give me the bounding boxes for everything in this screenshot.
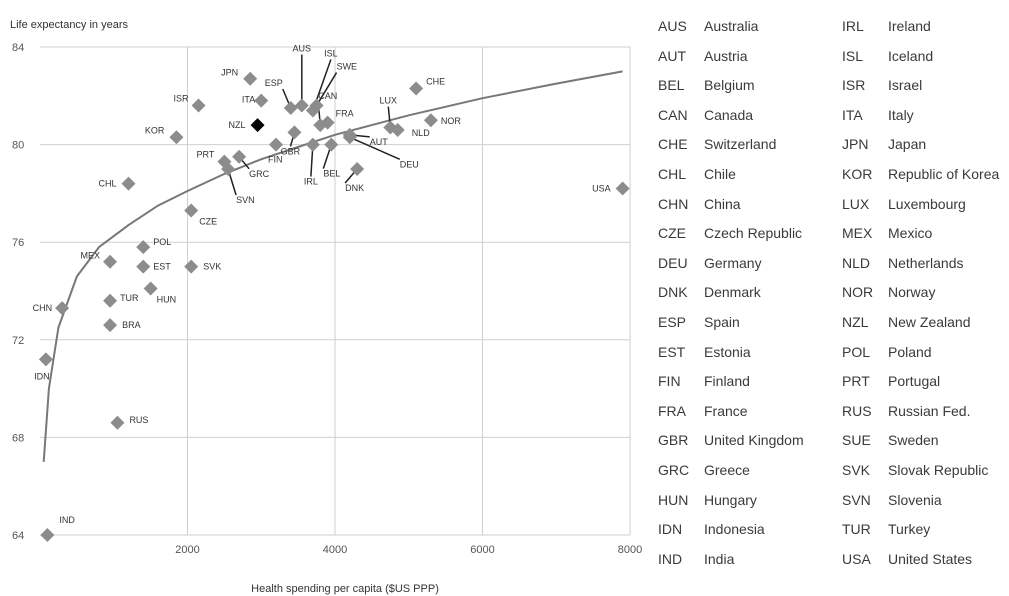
label-svn: SVN: [236, 195, 255, 205]
point-hun: [143, 281, 158, 296]
y-tick-label: 84: [12, 42, 24, 54]
label-bra: BRA: [122, 320, 141, 330]
point-gbr: [287, 125, 302, 140]
label-can: CAN: [318, 91, 337, 101]
point-ita: [254, 93, 269, 108]
point-tur: [103, 293, 118, 308]
x-axis-label: Health spending per capita ($US PPP): [251, 583, 439, 595]
point-idn: [38, 352, 53, 367]
point-nzl: [250, 118, 265, 133]
y-tick-label: 68: [12, 432, 24, 444]
point-esp: [283, 101, 298, 115]
label-bel: BEL: [323, 169, 340, 179]
label-chl: CHL: [98, 179, 116, 189]
point-chl: [121, 176, 136, 191]
label-deu: DEU: [400, 159, 419, 169]
label-prt: PRT: [197, 150, 215, 160]
x-tick-label: 4000: [323, 544, 347, 556]
point-ind: [40, 528, 55, 542]
y-tick-label: 80: [12, 140, 24, 152]
trend-line: [42, 70, 623, 462]
point-svk: [184, 259, 199, 274]
gridlines: [40, 46, 631, 536]
x-tick-label: 2000: [175, 544, 199, 556]
trend-curve: [42, 70, 623, 462]
label-cze: CZE: [199, 216, 217, 226]
axis-ticks: 64 68 72 76 80 84 2000 4000 6000 8000: [12, 42, 642, 556]
label-esp: ESP: [265, 78, 283, 88]
label-aus: AUS: [293, 44, 312, 54]
label-usa: USA: [592, 184, 611, 194]
label-irl: IRL: [304, 177, 318, 187]
label-nzl: NZL: [229, 120, 246, 130]
x-tick-label: 8000: [618, 544, 642, 556]
point-deu: [342, 130, 357, 145]
leader-deu: [349, 136, 401, 160]
point-mex: [103, 254, 118, 269]
point-fra: [320, 115, 335, 130]
label-gbr: GBR: [281, 146, 301, 156]
point-fin: [269, 137, 283, 152]
label-idn: IDN: [34, 371, 50, 381]
label-svk: SVK: [203, 262, 221, 272]
label-nor: NOR: [441, 116, 462, 126]
label-est: EST: [153, 262, 171, 272]
point-rus: [110, 415, 125, 430]
label-fra: FRA: [336, 109, 354, 119]
label-kor: KOR: [145, 125, 165, 135]
point-bra: [103, 318, 118, 333]
point-svn: [221, 162, 236, 176]
point-usa: [615, 181, 630, 196]
label-dnk: DNK: [345, 183, 364, 193]
point-grc: [232, 149, 247, 164]
data-points: [38, 71, 630, 542]
point-labels: IND IDN CHN RUS BRA TUR MEX CHL POL EST HUN SVK CZE K…: [33, 44, 611, 525]
point-che: [409, 81, 424, 96]
point-isr: [191, 98, 206, 113]
label-ita: ITA: [242, 95, 255, 105]
label-nld: NLD: [412, 128, 431, 138]
label-lux: LUX: [380, 96, 398, 106]
label-tur: TUR: [120, 293, 139, 303]
label-jpn: JPN: [221, 68, 238, 78]
label-che: CHE: [426, 76, 445, 86]
label-aut: AUT: [370, 137, 389, 147]
point-irl: [305, 137, 320, 152]
x-tick-label: 6000: [470, 544, 494, 556]
point-swe: [309, 98, 324, 113]
y-tick-label: 72: [12, 335, 24, 347]
point-cze: [184, 203, 199, 218]
label-fin: FIN: [268, 155, 283, 165]
point-nor: [423, 113, 438, 128]
point-pol: [136, 240, 151, 255]
label-pol: POL: [153, 237, 171, 247]
y-axis-label: Life expectancy in years: [10, 19, 129, 31]
label-ind: IND: [59, 515, 75, 525]
leader-swe: [315, 72, 338, 106]
point-chn: [55, 301, 70, 316]
label-isl: ISL: [324, 48, 338, 58]
point-est: [136, 259, 151, 274]
label-hun: HUN: [157, 295, 177, 305]
point-aus: [294, 98, 309, 113]
label-isr: ISR: [174, 94, 190, 104]
label-swe: SWE: [337, 62, 358, 72]
y-tick-label: 76: [12, 237, 24, 249]
point-bel: [324, 137, 339, 152]
label-chn: CHN: [33, 303, 53, 313]
y-tick-label: 64: [12, 530, 24, 542]
label-mex: MEX: [81, 251, 101, 261]
point-dnk: [350, 162, 365, 176]
point-lux: [383, 120, 398, 135]
label-rus: RUS: [129, 415, 148, 425]
point-jpn: [243, 71, 258, 86]
point-nld: [390, 122, 405, 137]
point-kor: [169, 130, 184, 145]
label-grc: GRC: [249, 169, 270, 179]
